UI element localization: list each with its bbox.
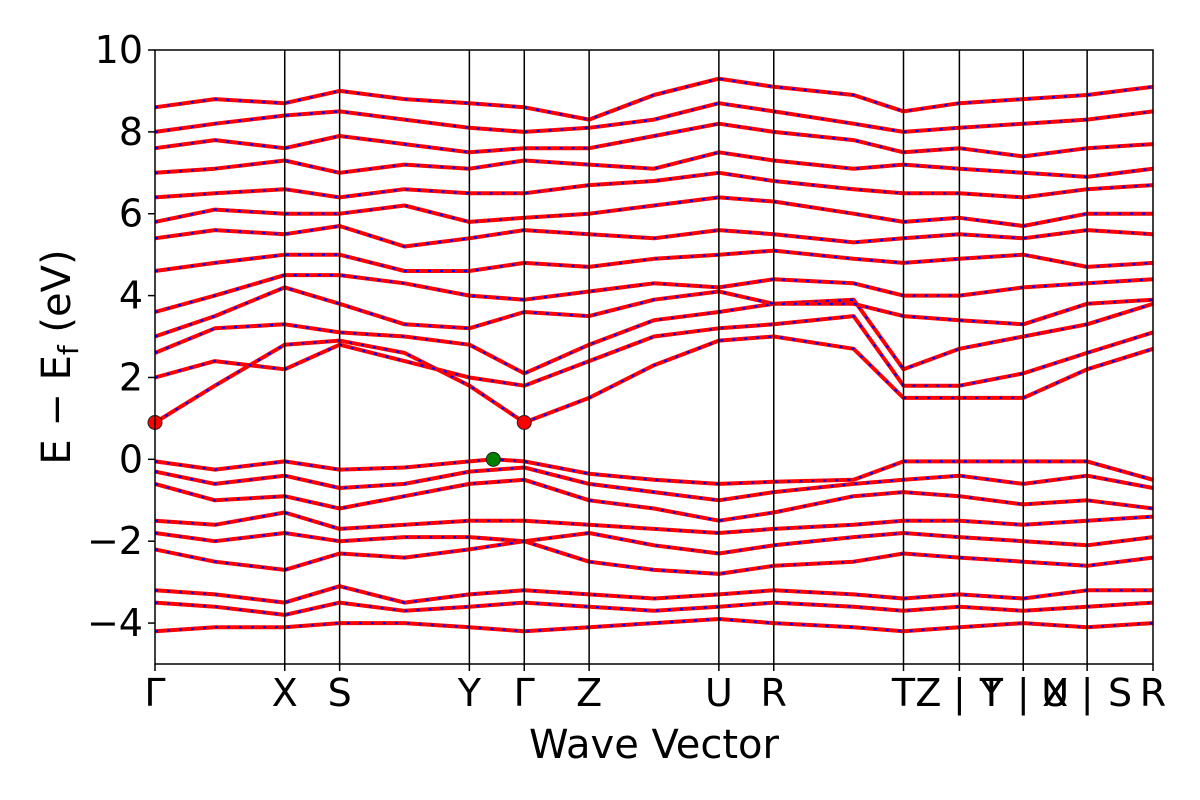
band-line-up — [154, 584, 1153, 605]
x-tick-label: Y — [457, 671, 482, 715]
plot-frame — [154, 49, 1154, 665]
x-tick-label: T — [891, 671, 916, 715]
x-axis: Γ X S Y Γ Z U R T Z | YT | UX | S R — [144, 664, 1166, 716]
band-line-down — [154, 458, 1154, 486]
band-line-up — [154, 477, 1154, 523]
band-line-up — [154, 465, 1154, 503]
x-tick-label: Γ — [144, 671, 165, 715]
band-line-up — [154, 273, 1154, 314]
x-tick-label: Y — [979, 671, 1004, 715]
y-tick-label: 10 — [95, 28, 143, 72]
band-line-down — [154, 540, 1154, 576]
band-line-up — [154, 248, 1154, 273]
band-line-down — [154, 335, 1154, 424]
band-line-down — [154, 511, 1154, 535]
band-line-up — [154, 531, 1154, 556]
x-tick-label: R — [761, 671, 787, 715]
band-line-up — [154, 150, 1154, 179]
band-line-down — [154, 77, 1154, 121]
y-axis-label-main: E − E — [34, 355, 80, 465]
x-tick-label: | — [953, 671, 966, 716]
x-tick-label: R — [1140, 671, 1166, 715]
y-axis-label-unit: (eV) — [34, 249, 80, 345]
band-line-down — [154, 224, 1154, 248]
x-axis-label: Wave Vector — [529, 722, 780, 768]
band-line-down — [154, 601, 1154, 617]
band-line-down — [154, 466, 1154, 502]
x-tick-label: X — [272, 671, 298, 715]
x-tick-label: U — [705, 671, 733, 715]
band-line-up — [154, 195, 1153, 228]
band-line-up — [154, 170, 1154, 200]
band-line-down — [154, 478, 1154, 522]
band-line-down — [154, 286, 1154, 338]
x-tick-label: T — [979, 671, 1004, 715]
band-line-up — [154, 224, 1154, 249]
band-line-up — [154, 617, 1154, 634]
x-tick-label: Z — [915, 671, 941, 715]
y-tick-label: −4 — [87, 601, 143, 645]
high-symmetry-lines — [283, 50, 1088, 664]
x-tick-label: | — [1017, 671, 1030, 716]
band-line-up — [154, 101, 1154, 134]
y-tick-label: −2 — [87, 519, 143, 563]
y-tick-label: 4 — [119, 274, 143, 318]
x-tick-label: X — [1042, 671, 1068, 715]
x-tick-label: U — [1041, 671, 1069, 715]
vbm-marker — [485, 451, 501, 467]
band-line-up — [154, 121, 1154, 159]
band-line-down — [154, 171, 1154, 199]
y-tick-label: 6 — [119, 192, 143, 236]
x-tick-label: | — [1081, 671, 1094, 716]
x-tick-label: Γ — [514, 671, 535, 715]
y-tick-label: 8 — [119, 110, 143, 154]
band-line-down — [154, 585, 1153, 604]
y-axis: −4 −2 0 2 4 6 8 10 — [87, 28, 155, 645]
x-tick-label: S — [328, 671, 352, 715]
cbm-marker — [516, 414, 532, 430]
band-lines — [153, 76, 1154, 634]
y-tick-label: 2 — [119, 355, 143, 399]
y-axis-label: E − Ef (eV) — [34, 249, 85, 464]
x-tick-label: Z — [576, 671, 602, 715]
band-line-down — [154, 122, 1154, 158]
y-tick-label: 0 — [119, 437, 143, 481]
band-line-up — [154, 314, 1154, 388]
y-axis-label-subscript: f — [52, 344, 85, 355]
x-tick-label: S — [1108, 671, 1132, 715]
band-line-up — [153, 334, 1154, 425]
band-line-down — [154, 298, 1154, 375]
